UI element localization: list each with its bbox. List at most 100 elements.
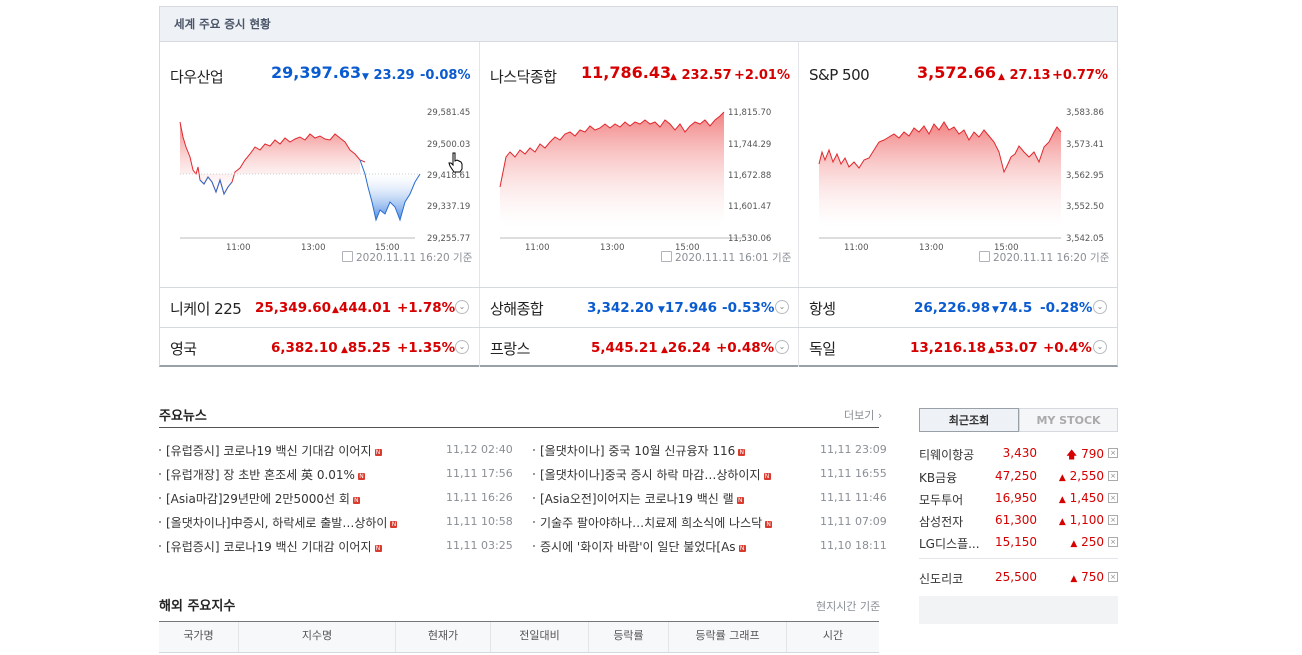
close-icon[interactable]: × bbox=[1108, 448, 1118, 458]
index-rate: +2.01% bbox=[734, 68, 790, 83]
new-badge-icon: N bbox=[736, 497, 744, 504]
news-item[interactable]: [유럽증시] 코로나19 백신 기대감 이어지 N bbox=[166, 540, 382, 554]
index-rate: +1.35% bbox=[397, 340, 456, 356]
hand-cursor-icon bbox=[448, 152, 463, 173]
index-row: 영국 6,382.10 ▲85.25 +1.35% ⌄ 프랑스 5,445.21… bbox=[160, 327, 1117, 367]
new-badge-icon: N bbox=[390, 521, 398, 528]
svg-text:15:00: 15:00 bbox=[675, 243, 700, 252]
index-name: 영국 bbox=[170, 340, 197, 358]
recent-item[interactable]: LG디스플... 15,150 ▲ 250 × bbox=[919, 532, 1118, 554]
news-date: 11,11 03:25 bbox=[446, 539, 513, 552]
index-cell-uk[interactable]: 영국 6,382.10 ▲85.25 +1.35% ⌄ bbox=[160, 328, 480, 367]
svg-text:11,672.88: 11,672.88 bbox=[728, 171, 771, 181]
column-header: 전일대비 bbox=[491, 622, 589, 652]
index-rate: -0.08% bbox=[420, 68, 471, 83]
column-header: 국가명 bbox=[159, 622, 239, 652]
timestamp: 2020.11.11 16:01 기준 bbox=[661, 250, 791, 265]
index-rate: -0.53% bbox=[722, 300, 775, 316]
more-link[interactable]: 더보기 › bbox=[844, 409, 883, 422]
index-change: ▲85.25 bbox=[341, 340, 391, 356]
index-cell-france[interactable]: 프랑스 5,445.21 ▲26.24 +0.48% ⌄ bbox=[480, 328, 799, 367]
close-icon[interactable]: × bbox=[1108, 537, 1118, 547]
index-cell-germany[interactable]: 독일 13,216.18 ▲53.07 +0.4% ⌄ bbox=[799, 328, 1117, 367]
news-section-title: 주요뉴스 bbox=[159, 409, 207, 424]
news-item[interactable]: [유럽개장] 장 초반 혼조세 英 0.01% N bbox=[166, 468, 365, 482]
index-cell-nikkei[interactable]: 니케이 225 25,349.60 ▲444.01 +1.78% ⌄ bbox=[160, 288, 480, 327]
svg-text:11:00: 11:00 bbox=[525, 243, 550, 252]
new-badge-icon: N bbox=[374, 449, 382, 456]
intraday-chart: 3,583.86 3,573.41 3,562.95 3,552.50 3,54… bbox=[818, 108, 1104, 252]
tab-recent[interactable]: 최근조회 bbox=[919, 408, 1019, 432]
index-price: 29,397.63 bbox=[271, 63, 362, 82]
svg-text:11,744.29: 11,744.29 bbox=[728, 140, 771, 150]
new-badge-icon: N bbox=[352, 497, 360, 504]
chevron-down-icon[interactable]: ⌄ bbox=[775, 300, 789, 314]
svg-text:13:00: 13:00 bbox=[919, 243, 944, 252]
index-cell-hangseng[interactable]: 항셍 26,226.98 ▼74.5 -0.28% ⌄ bbox=[799, 288, 1117, 327]
panel-title: 세계 주요 증시 현황 bbox=[160, 7, 1117, 42]
index-change: ▲26.24 bbox=[661, 340, 711, 356]
time-note: 현지시간 기준 bbox=[816, 600, 881, 613]
up-arrow-icon: ▲ bbox=[670, 72, 677, 82]
news-item[interactable]: [올댓차이나] 중국 10월 신규융자 116 N bbox=[540, 444, 746, 458]
index-price: 26,226.98 bbox=[914, 300, 991, 316]
index-price: 3,342.20 bbox=[587, 300, 654, 316]
recent-change: ▲ 2,550 bbox=[1058, 469, 1104, 483]
column-header: 시간 bbox=[822, 629, 844, 642]
column-header: 지수명 bbox=[239, 622, 396, 652]
index-rate: +0.77% bbox=[1052, 68, 1108, 83]
index-row: 니케이 225 25,349.60 ▲444.01 +1.78% ⌄ 상해종합 … bbox=[160, 287, 1117, 327]
news-item[interactable]: [올댓차이나]중국 증시 하락 마감…상하이지 N bbox=[540, 468, 771, 482]
svg-text:11,601.47: 11,601.47 bbox=[728, 202, 771, 212]
news-date: 11,10 18:11 bbox=[820, 539, 887, 552]
timestamp: 2020.11.11 16:20 기준 bbox=[979, 250, 1109, 265]
chevron-down-icon[interactable]: ⌄ bbox=[455, 300, 469, 314]
news-date: 11,11 16:26 bbox=[446, 491, 513, 504]
close-icon[interactable]: × bbox=[1108, 515, 1118, 525]
chevron-down-icon[interactable]: ⌄ bbox=[775, 340, 789, 354]
close-icon[interactable]: × bbox=[1108, 471, 1118, 481]
svg-text:11,815.70: 11,815.70 bbox=[728, 108, 771, 118]
index-cell-shanghai[interactable]: 상해종합 3,342.20 ▼17.946 -0.53% ⌄ bbox=[480, 288, 799, 327]
news-item[interactable]: 증시에 '화이자 바람'이 일단 불었다[As N bbox=[540, 540, 746, 554]
index-name: 프랑스 bbox=[490, 340, 530, 358]
index-rate: +0.48% bbox=[716, 340, 775, 356]
chevron-down-icon[interactable]: ⌄ bbox=[1093, 300, 1107, 314]
chevron-down-icon[interactable]: ⌄ bbox=[455, 340, 469, 354]
news-item[interactable]: [올댓차이나]中증시, 하락세로 출발…상하이 N bbox=[166, 516, 398, 530]
close-icon[interactable]: × bbox=[1108, 493, 1118, 503]
news-date: 11,11 07:09 bbox=[820, 515, 887, 528]
svg-text:13:00: 13:00 bbox=[600, 243, 625, 252]
overseas-section-title: 해외 주요지수 bbox=[159, 599, 236, 614]
calendar-icon bbox=[342, 251, 353, 262]
recent-change: ▲ 1,100 bbox=[1058, 513, 1104, 527]
chart-card-sp500[interactable]: S&P 500 3,572.66 ▲ 27.13 +0.77% 3,583.86… bbox=[799, 42, 1117, 287]
recent-item[interactable]: 삼성전자 61,300 ▲ 1,100 × bbox=[919, 510, 1118, 532]
close-icon[interactable]: × bbox=[1108, 572, 1118, 582]
column-header: 등락률 bbox=[589, 622, 669, 652]
divider bbox=[159, 427, 879, 428]
recent-item[interactable]: 모두투어 16,950 ▲ 1,450 × bbox=[919, 488, 1118, 510]
tab-mystock[interactable]: MY STOCK bbox=[1019, 408, 1118, 432]
intraday-chart: 29,581.45 29,500.03 29,418.61 29,337.19 … bbox=[179, 108, 470, 252]
svg-text:3,562.95: 3,562.95 bbox=[1066, 171, 1104, 181]
new-badge-icon: N bbox=[357, 473, 365, 480]
news-date: 11,12 02:40 bbox=[446, 443, 513, 456]
news-item[interactable]: 기술주 팔아야하나…치료제 희소식에 나스닥 N bbox=[540, 516, 773, 530]
calendar-icon bbox=[979, 251, 990, 262]
index-price: 11,786.43 bbox=[581, 63, 672, 82]
timestamp: 2020.11.11 16:20 기준 bbox=[342, 250, 472, 265]
chart-card-nasdaq[interactable]: 나스닥종합 11,786.43 ▲ 232.57 +2.01% 11,815.7… bbox=[480, 42, 799, 287]
recent-item[interactable]: KB금융 47,250 ▲ 2,550 × bbox=[919, 466, 1118, 488]
chevron-down-icon[interactable]: ⌄ bbox=[1093, 340, 1107, 354]
column-header: 현재가 bbox=[396, 622, 491, 652]
news-item[interactable]: [유럽증시] 코로나19 백신 기대감 이어지 N bbox=[166, 444, 382, 458]
index-change: ▼17.946 bbox=[658, 300, 718, 316]
recent-item[interactable]: 티웨이항공 3,430 🡅 790 × bbox=[919, 443, 1118, 465]
recent-item[interactable]: 신도리코 25,500 ▲ 750 × bbox=[919, 567, 1118, 589]
chart-card-dow[interactable]: 다우산업 29,397.63 ▼ 23.29 -0.08% 29,581.45 … bbox=[160, 42, 480, 287]
recent-tabs: 최근조회 MY STOCK bbox=[919, 408, 1118, 432]
index-change: ▼74.5 bbox=[992, 300, 1033, 316]
